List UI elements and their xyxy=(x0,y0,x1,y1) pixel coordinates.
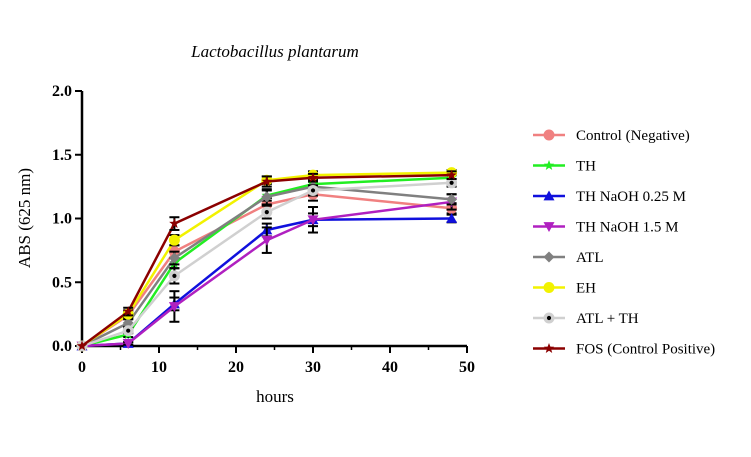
y-axis-title: ABS (625 nm) xyxy=(15,168,34,268)
series-line xyxy=(81,173,452,348)
legend-item-0: Control (Negative) xyxy=(533,128,690,144)
legend-item-1: TH xyxy=(533,159,596,175)
legend-label: TH NaOH 1.5 M xyxy=(576,220,679,236)
series-marker xyxy=(261,176,273,186)
y-tick-label: 1.0 xyxy=(52,211,72,228)
y-tick-label: 2.0 xyxy=(52,83,72,100)
series-marker xyxy=(446,193,458,205)
legend-item-6: ATL + TH xyxy=(533,311,639,327)
legend-item-2: TH NaOH 0.25 M xyxy=(533,189,686,205)
series-marker xyxy=(446,177,458,189)
series-layer xyxy=(76,167,458,352)
series-marker xyxy=(261,191,273,203)
marker-center xyxy=(172,273,177,278)
series-marker xyxy=(543,251,555,263)
series-marker xyxy=(543,343,555,353)
marker-center xyxy=(546,315,552,321)
x-tick-label: 10 xyxy=(151,359,167,376)
series-marker xyxy=(543,160,555,170)
series-marker xyxy=(446,169,457,180)
x-axis-title: hours xyxy=(256,387,294,406)
series-line xyxy=(81,171,452,348)
series-marker xyxy=(261,206,273,218)
x-tick-label: 50 xyxy=(459,359,475,376)
marker-center xyxy=(126,328,131,333)
y-tick-label: 0.5 xyxy=(52,274,72,291)
series-marker xyxy=(122,325,134,337)
series-7 xyxy=(76,169,457,351)
series-marker xyxy=(122,306,134,317)
x-tick-label: 30 xyxy=(305,359,321,376)
marker-center xyxy=(310,188,316,193)
x-tick-label: 0 xyxy=(78,359,86,376)
series-marker xyxy=(261,235,273,246)
legend-label: ATL + TH xyxy=(576,311,639,327)
legend-label: TH NaOH 0.25 M xyxy=(576,189,686,205)
series-marker xyxy=(307,184,319,196)
y-tick-label: 0.0 xyxy=(52,338,72,355)
series-marker xyxy=(543,129,555,141)
marker-center xyxy=(449,180,454,185)
legend-item-7: FOS (Control Positive) xyxy=(533,342,715,358)
series-marker xyxy=(168,252,180,264)
series-marker xyxy=(307,172,319,183)
series-marker xyxy=(168,234,180,246)
series-marker xyxy=(543,282,555,293)
series-marker xyxy=(446,213,458,223)
legend-item-3: TH NaOH 1.5 M xyxy=(533,220,679,236)
series-marker xyxy=(122,339,134,349)
marker-center xyxy=(264,210,269,215)
series-marker xyxy=(543,190,555,201)
y-tick-label: 1.5 xyxy=(52,147,72,164)
legend-label: EH xyxy=(576,281,596,297)
series-marker xyxy=(307,215,319,226)
legend: Control (Negative) TH TH NaOH 0.25 M TH NaO… xyxy=(533,128,715,358)
series-marker xyxy=(169,218,180,229)
series-marker xyxy=(76,340,88,351)
series-marker xyxy=(543,312,555,324)
legend-label: ATL xyxy=(576,250,604,266)
series-line xyxy=(81,176,452,348)
series-marker xyxy=(168,270,180,282)
series-line xyxy=(81,181,452,348)
x-tick-label: 40 xyxy=(382,359,398,376)
series-marker xyxy=(168,302,180,312)
legend-label: FOS (Control Positive) xyxy=(576,342,715,358)
legend-item-5: EH xyxy=(533,281,596,297)
x-tick-label: 20 xyxy=(228,359,244,376)
legend-item-4: ATL xyxy=(533,250,604,266)
series-line xyxy=(81,200,452,348)
series-marker xyxy=(543,222,555,232)
chart-title: Lactobacillus plantarum xyxy=(190,42,359,61)
legend-label: TH xyxy=(576,159,596,175)
legend-label: Control (Negative) xyxy=(576,128,690,144)
axes: 0 10 20 30 40 50 0.0 0.5 1.0 1.5 2.0 xyxy=(52,83,475,376)
